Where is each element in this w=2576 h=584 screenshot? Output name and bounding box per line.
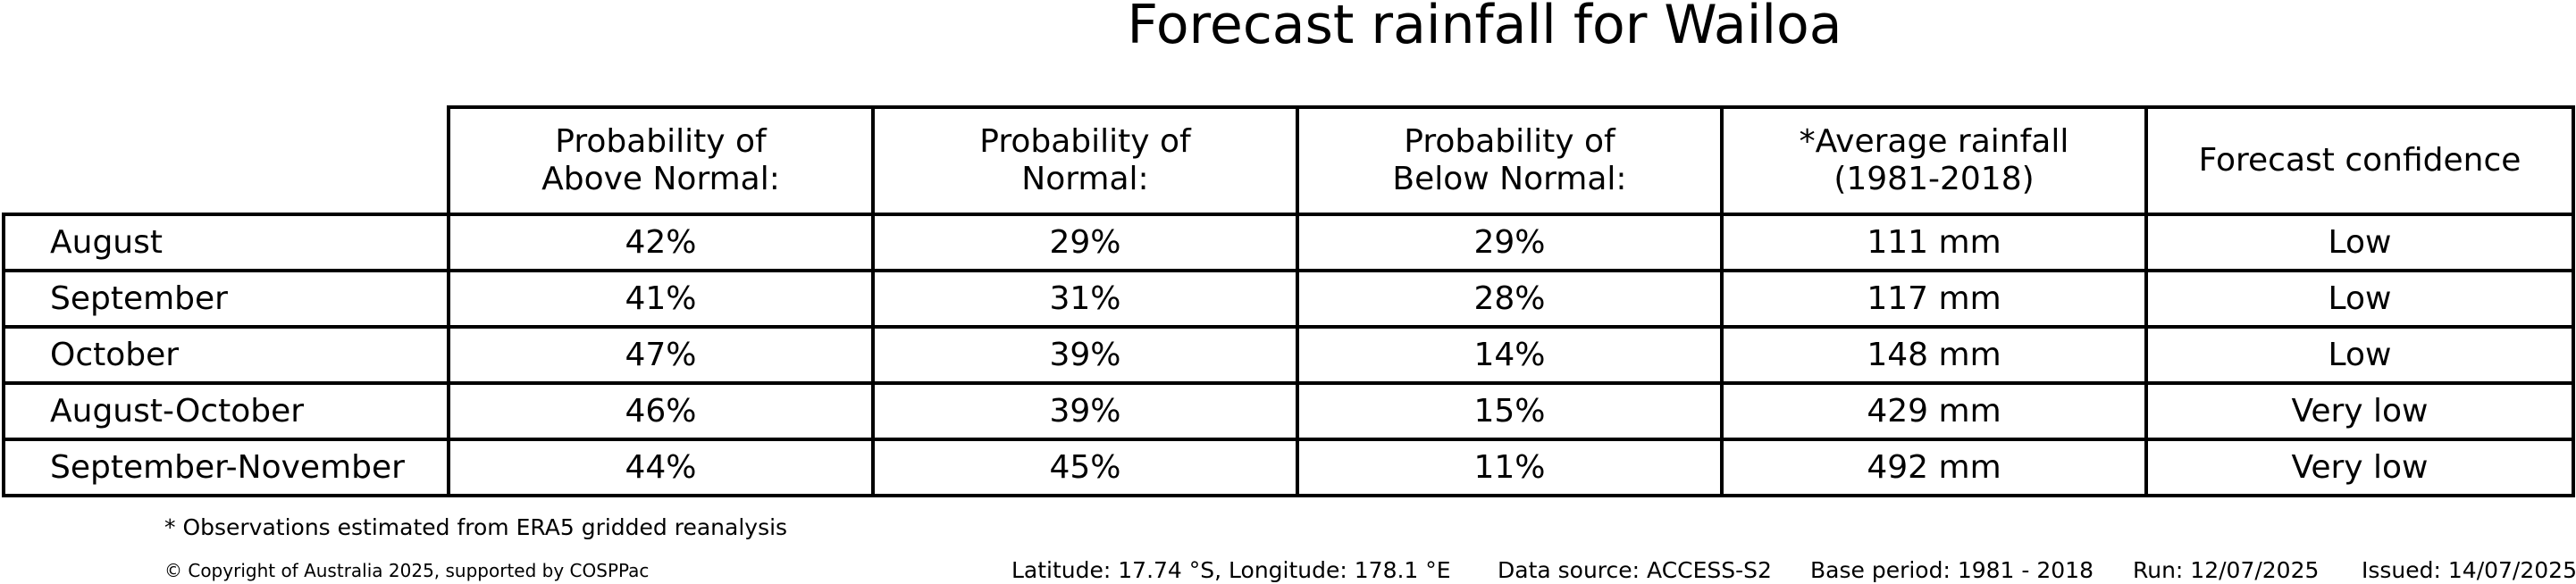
cell-forecast-confidence: Very low [2144,438,2575,497]
table-corner-cell [4,107,450,216]
cell-below-normal: 14% [1296,325,1724,385]
table-row: August-October 46% 39% 15% 429 mm Very l… [2,381,2575,441]
cell-forecast-confidence: Low [2144,269,2575,329]
table-row: September 41% 31% 28% 117 mm Low [2,269,2575,329]
row-label: August [2,213,450,272]
row-label: October [2,325,450,385]
base-period-info: Base period: 1981 - 2018 [1810,557,2094,583]
data-source-info: Data source: ACCESS-S2 [1498,557,1772,583]
row-label: September [2,269,450,329]
cell-average-rainfall: 148 mm [1720,325,2148,385]
footnote: * Observations estimated from ERA5 gridd… [164,514,788,540]
cell-forecast-confidence: Low [2144,325,2575,385]
cell-normal: 45% [871,438,1299,497]
cell-forecast-confidence: Very low [2144,381,2575,441]
cell-normal: 29% [871,213,1299,272]
table-header-row: Probability of Above Normal: Probability… [4,105,2575,216]
column-header-above-normal: Probability of Above Normal: [447,105,875,216]
cell-average-rainfall: 111 mm [1720,213,2148,272]
cell-normal: 31% [871,269,1299,329]
table-row: October 47% 39% 14% 148 mm Low [2,325,2575,385]
copyright-notice: © Copyright of Australia 2025, supported… [164,560,650,581]
cell-above-normal: 42% [447,213,875,272]
cell-below-normal: 29% [1296,213,1724,272]
cell-average-rainfall: 117 mm [1720,269,2148,329]
row-label: August-October [2,381,450,441]
column-header-average-rainfall: *Average rainfall (1981-2018) [1720,105,2148,216]
location-info: Latitude: 17.74 °S, Longitude: 178.1 °E [1011,557,1451,583]
cell-above-normal: 41% [447,269,875,329]
cell-above-normal: 47% [447,325,875,385]
cell-below-normal: 15% [1296,381,1724,441]
cell-forecast-confidence: Low [2144,213,2575,272]
column-header-normal: Probability of Normal: [871,105,1299,216]
cell-below-normal: 11% [1296,438,1724,497]
cell-above-normal: 46% [447,381,875,441]
issued-date-info: Issued: 14/07/2025 [2362,557,2576,583]
forecast-table: Probability of Above Normal: Probability… [2,105,2575,497]
row-label: September-November [2,438,450,497]
cell-normal: 39% [871,325,1299,385]
run-date-info: Run: 12/07/2025 [2133,557,2320,583]
column-header-forecast-confidence: Forecast confidence [2144,105,2575,216]
table-row: August 42% 29% 29% 111 mm Low [2,213,2575,272]
cell-normal: 39% [871,381,1299,441]
cell-average-rainfall: 492 mm [1720,438,2148,497]
table-row: September-November 44% 45% 11% 492 mm Ve… [2,438,2575,497]
column-header-below-normal: Probability of Below Normal: [1296,105,1724,216]
chart-title: Forecast rainfall for Wailoa [1127,0,1842,56]
cell-below-normal: 28% [1296,269,1724,329]
cell-above-normal: 44% [447,438,875,497]
cell-average-rainfall: 429 mm [1720,381,2148,441]
